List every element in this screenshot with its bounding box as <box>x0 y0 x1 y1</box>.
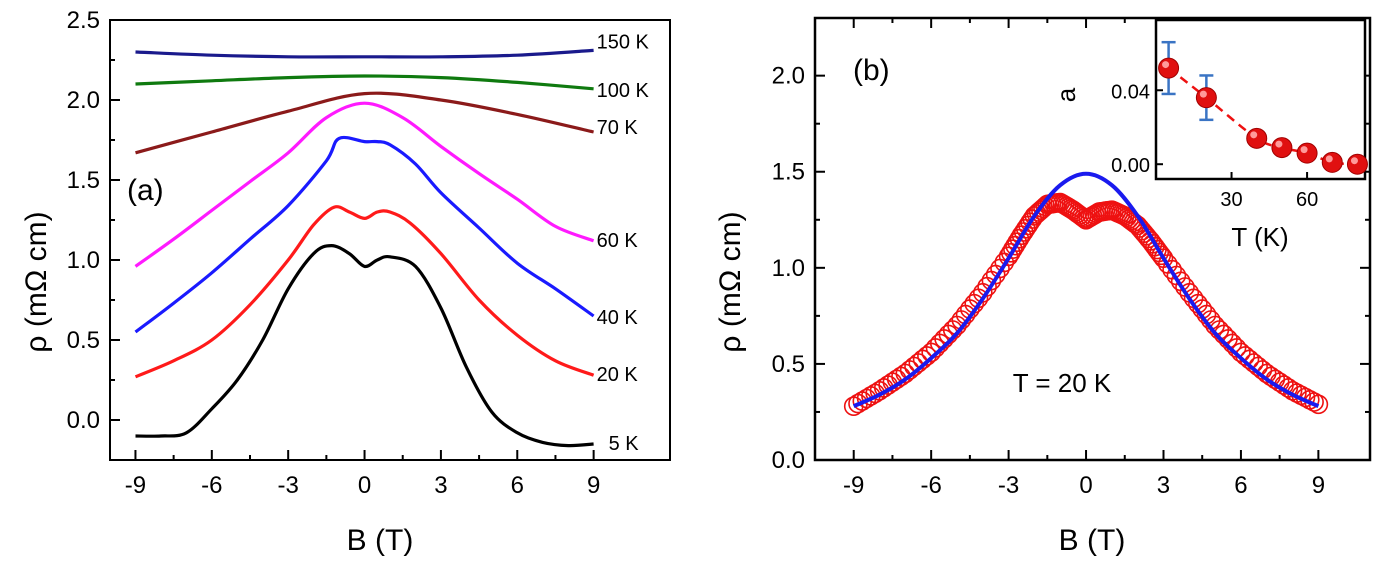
panel-a-x-tick-label: -3 <box>278 472 299 499</box>
fit-line <box>852 171 1320 409</box>
panel-b-y-tick-label: 1.5 <box>772 159 805 186</box>
panel-a-x-tick-label: 6 <box>511 472 524 499</box>
curve-60k <box>134 101 595 268</box>
panel-a-x-tick-label: 0 <box>358 472 371 499</box>
panel-b-x-tick-label: 3 <box>1157 472 1170 499</box>
panel-a-x-tick-label: -6 <box>201 472 222 499</box>
panel-b-y-tick-label: 2.0 <box>772 63 805 90</box>
inset-point-highlight <box>1199 90 1207 98</box>
panel-a-x-tick-label: 9 <box>587 472 600 499</box>
inset-x-tick-label: 30 <box>1220 189 1242 211</box>
panel-b-label: (b) <box>853 54 890 87</box>
panel-a-ylabel: ρ (mΩ cm) <box>20 211 53 352</box>
panel-a: ρ (mΩ cm) B (T) (a) -9 -6 -3 0 3 6 9 0.0 0.5 1.0 1… <box>20 7 671 557</box>
panel-inset: 30 60 0.00 0.04 a T (K) <box>1051 18 1368 252</box>
inset-data-point <box>1296 142 1318 164</box>
panel-b: ρ (mΩ cm) B (T) (b) T = 20 K -9 -6 -3 0 3 6 9 0… <box>714 16 1372 557</box>
inset-data-point <box>1246 127 1268 149</box>
inset-y-tick-label: 0.04 <box>1111 81 1150 103</box>
panel-a-y-tick-label: 1.5 <box>67 167 100 194</box>
curve-label: 40 K <box>597 307 639 329</box>
panel-a-x-tick-label: -9 <box>125 472 146 499</box>
inset-ylabel: a <box>1051 87 1081 102</box>
panel-a-xlabel: B (T) <box>347 524 414 557</box>
curve-40k <box>134 135 595 334</box>
inset-point-highlight <box>1250 131 1258 139</box>
panel-b-x-tick-label: 9 <box>1312 472 1325 499</box>
inset-data-point <box>1321 151 1343 173</box>
panel-b-y-tick-label: 1.0 <box>772 255 805 282</box>
panel-a-y-tick-label: 2.5 <box>67 7 100 34</box>
inset-data-point <box>1195 87 1217 109</box>
curve-70k <box>135 91 594 155</box>
inset-point-highlight <box>1162 61 1170 69</box>
curve-150k <box>135 48 594 59</box>
panel-a-y-tick-label: 2.0 <box>67 87 100 114</box>
panel-b-y-tick-label: 0.0 <box>772 447 805 474</box>
panel-b-frame <box>813 16 1372 462</box>
panel-b-xlabel: B (T) <box>1059 524 1126 557</box>
curve-label: 100 K <box>597 80 650 102</box>
panel-b-annotation: T = 20 K <box>1013 368 1112 398</box>
panel-b-ylabel: ρ (mΩ cm) <box>714 211 747 352</box>
panel-b-x-tick-label: 0 <box>1079 472 1092 499</box>
inset-y-tick-label: 0.00 <box>1111 155 1150 177</box>
curve-label: 5 K <box>609 433 640 455</box>
panel-a-x-tick-label: 3 <box>434 472 447 499</box>
inset-point-highlight <box>1350 157 1358 165</box>
panel-a-label: (a) <box>127 174 164 207</box>
curve-label: 60 K <box>597 230 639 252</box>
panel-a-y-tick-label: 1.0 <box>67 247 100 274</box>
inset-frame <box>1154 18 1367 181</box>
panel-b-x-tick-label: 6 <box>1234 472 1247 499</box>
curve-5k <box>135 244 594 448</box>
curve-label: 70 K <box>597 117 639 139</box>
panel-b-x-tick-label: -9 <box>843 472 864 499</box>
inset-point-highlight <box>1275 140 1283 148</box>
inset-data-point <box>1158 57 1180 79</box>
inset-point-highlight <box>1300 146 1308 154</box>
inset-data-point <box>1346 153 1368 175</box>
curve-20k <box>134 205 595 379</box>
inset-xlabel: T (K) <box>1231 222 1288 252</box>
panel-b-y-tick-label: 0.5 <box>772 351 805 378</box>
inset-data-point <box>1271 137 1293 159</box>
panel-b-x-tick-label: -3 <box>998 472 1019 499</box>
curve-label: 150 K <box>597 31 650 53</box>
panel-a-y-tick-label: 0.0 <box>67 407 100 434</box>
curve-label: 20 K <box>597 364 639 386</box>
panel-a-frame <box>109 19 671 461</box>
panel-b-x-tick-label: -6 <box>920 472 941 499</box>
curve-100k <box>135 74 594 91</box>
inset-x-tick-label: 60 <box>1296 189 1318 211</box>
inset-point-highlight <box>1325 155 1333 163</box>
panel-a-y-tick-label: 0.5 <box>67 327 100 354</box>
